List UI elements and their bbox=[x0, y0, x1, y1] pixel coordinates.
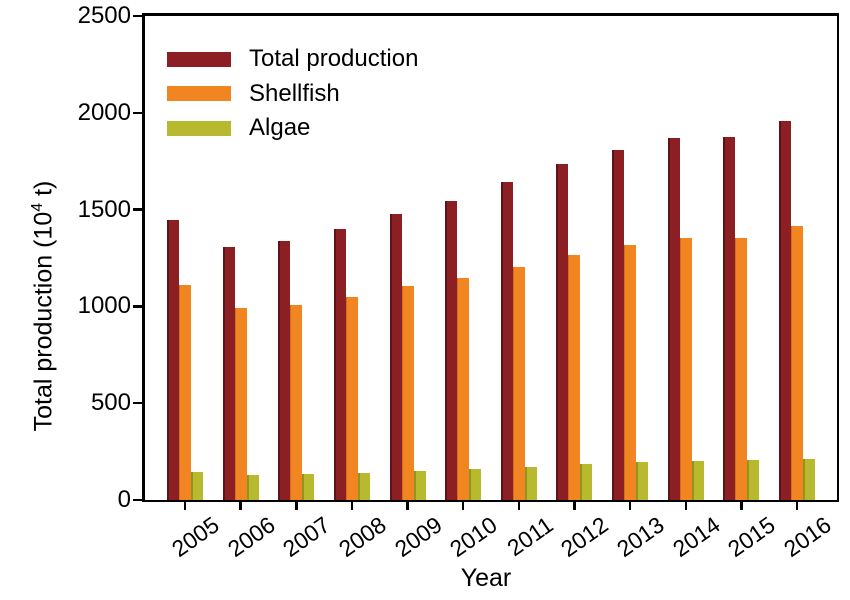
y-tick-mark-500 bbox=[133, 401, 143, 405]
legend-swatch-algae bbox=[167, 120, 231, 136]
x-tick-mark-2011 bbox=[517, 502, 521, 510]
x-tick-mark-2014 bbox=[684, 502, 687, 510]
x-tick-mark-2015 bbox=[740, 502, 743, 510]
x-tick-mark-2012 bbox=[573, 502, 576, 510]
bar-2011-total-production bbox=[500, 182, 513, 500]
y-tick-label-0: 0 bbox=[117, 486, 131, 513]
y-tick-label-500: 500 bbox=[90, 389, 131, 417]
x-tick-mark-2010 bbox=[461, 502, 465, 510]
x-tick-mark-2013 bbox=[628, 502, 632, 510]
legend-label-algae: Algae bbox=[249, 114, 311, 141]
bar-2013-shellfish bbox=[624, 245, 637, 500]
y-tick-label-1500: 1500 bbox=[77, 195, 131, 223]
bar-2007-total-production bbox=[278, 240, 291, 500]
bar-2014-total-production bbox=[667, 137, 680, 500]
bar-2005-algae bbox=[191, 471, 203, 500]
y-tick-label-1000: 1000 bbox=[77, 292, 131, 320]
bar-2012-shellfish bbox=[568, 255, 581, 500]
y-tick-label-2000: 2000 bbox=[77, 98, 131, 126]
legend-label-shellfish: Shellfish bbox=[249, 79, 340, 107]
bar-2009-shellfish bbox=[401, 286, 414, 500]
y-tick-label-2500: 2500 bbox=[77, 2, 131, 29]
bar-2006-algae bbox=[246, 474, 259, 500]
x-tick-mark-2005 bbox=[183, 502, 187, 510]
plot-area bbox=[142, 13, 839, 502]
bar-2010-total-production bbox=[445, 200, 458, 500]
legend-label-total-production: Total production bbox=[249, 45, 419, 72]
legend: Total production Shellfish Algae bbox=[167, 45, 418, 149]
bar-2011-shellfish bbox=[512, 266, 525, 500]
y-tick-mark-0 bbox=[133, 498, 143, 502]
legend-swatch-total-production bbox=[167, 51, 231, 67]
bar-2015-algae bbox=[747, 459, 760, 500]
legend-row-algae: Algae bbox=[167, 114, 418, 142]
y-axis-title: Total production (104 t) bbox=[23, 56, 57, 556]
x-axis-title: Year bbox=[460, 564, 512, 592]
y-tick-mark-2000 bbox=[133, 111, 143, 115]
x-tick-mark-2009 bbox=[406, 502, 409, 510]
y-tick-mark-2500 bbox=[133, 14, 143, 18]
bar-2012-total-production bbox=[556, 164, 569, 500]
bar-2008-shellfish bbox=[345, 297, 358, 500]
bar-2016-algae bbox=[803, 458, 816, 500]
bar-2008-algae bbox=[357, 472, 370, 500]
bar-2010-shellfish bbox=[457, 277, 470, 500]
x-tick-mark-2016 bbox=[795, 502, 799, 510]
bar-2016-shellfish bbox=[791, 226, 804, 500]
bar-2014-shellfish bbox=[679, 238, 692, 500]
bar-2005-shellfish bbox=[179, 285, 191, 500]
x-tick-mark-2008 bbox=[350, 502, 354, 510]
legend-swatch-shellfish bbox=[167, 86, 231, 101]
bar-2005-total-production bbox=[167, 220, 179, 500]
y-tick-mark-1000 bbox=[133, 305, 143, 308]
legend-row-total-production: Total production bbox=[167, 45, 418, 73]
bar-2014-algae bbox=[691, 460, 704, 500]
bar-2012-algae bbox=[580, 464, 593, 500]
bar-2013-total-production bbox=[612, 149, 625, 500]
bar-2007-shellfish bbox=[290, 305, 303, 500]
bar-2011-algae bbox=[524, 467, 537, 500]
bar-2007-algae bbox=[302, 473, 315, 500]
bar-2006-shellfish bbox=[234, 307, 247, 500]
bar-2015-total-production bbox=[723, 137, 736, 500]
bar-2016-total-production bbox=[779, 120, 792, 500]
bar-2006-total-production bbox=[222, 247, 235, 500]
y-tick-mark-1500 bbox=[133, 208, 143, 211]
x-tick-mark-2006 bbox=[239, 502, 242, 510]
y-axis-title-superscript: 4 bbox=[29, 202, 46, 212]
bar-2008-total-production bbox=[333, 228, 346, 500]
bar-2013-algae bbox=[636, 462, 649, 500]
bar-2009-algae bbox=[413, 470, 426, 500]
x-tick-mark-2007 bbox=[295, 502, 298, 510]
bar-2009-total-production bbox=[389, 214, 402, 500]
bar-2010-algae bbox=[469, 469, 482, 500]
legend-row-shellfish: Shellfish bbox=[167, 80, 418, 108]
bar-2015-shellfish bbox=[735, 238, 748, 500]
